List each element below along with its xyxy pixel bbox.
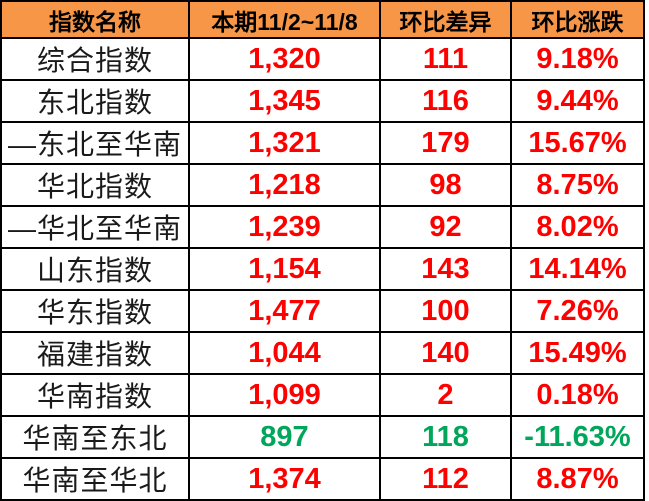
change-pct-cell: -11.63% xyxy=(510,415,645,459)
change-pct-cell: 7.26% xyxy=(510,289,645,333)
change-pct-cell: 15.49% xyxy=(510,331,645,375)
difference-cell: 2 xyxy=(379,373,512,417)
table-header: 指数名称 本期11/2~11/8 环比差异 环比涨跌 xyxy=(0,0,645,39)
table-row: 东北指数 1,345 116 9.44% xyxy=(0,79,645,123)
index-name-cell: —东北至华南 xyxy=(0,121,190,165)
index-name-cell: 东北指数 xyxy=(0,79,190,123)
table-row: —东北至华南 1,321 179 15.67% xyxy=(0,121,645,165)
difference-cell: 112 xyxy=(379,457,512,501)
table-row: 华北指数 1,218 98 8.75% xyxy=(0,163,645,207)
change-pct-cell: 8.75% xyxy=(510,163,645,207)
index-name-cell: —华北至华南 xyxy=(0,205,190,249)
table-row: —华北至华南 1,239 92 8.02% xyxy=(0,205,645,249)
difference-cell: 100 xyxy=(379,289,512,333)
difference-cell: 98 xyxy=(379,163,512,207)
current-value-cell: 1,320 xyxy=(188,37,381,81)
change-pct-cell: 9.44% xyxy=(510,79,645,123)
current-value-cell: 1,345 xyxy=(188,79,381,123)
change-pct-cell: 0.18% xyxy=(510,373,645,417)
table-row: 福建指数 1,044 140 15.49% xyxy=(0,331,645,375)
current-value-cell: 1,374 xyxy=(188,457,381,501)
current-value-cell: 1,477 xyxy=(188,289,381,333)
table-row: 山东指数 1,154 143 14.14% xyxy=(0,247,645,291)
change-pct-cell: 8.02% xyxy=(510,205,645,249)
table-row: 华南至华北 1,374 112 8.87% xyxy=(0,457,645,501)
index-name-cell: 综合指数 xyxy=(0,37,190,81)
difference-cell: 92 xyxy=(379,205,512,249)
difference-cell: 116 xyxy=(379,79,512,123)
change-pct-cell: 15.67% xyxy=(510,121,645,165)
table-body: 综合指数 1,320 111 9.18% 东北指数 1,345 116 9.44… xyxy=(0,37,645,501)
header-index-name: 指数名称 xyxy=(0,0,190,39)
current-value-cell: 1,321 xyxy=(188,121,381,165)
current-value-cell: 1,218 xyxy=(188,163,381,207)
current-value-cell: 1,239 xyxy=(188,205,381,249)
change-pct-cell: 8.87% xyxy=(510,457,645,501)
table-row: 综合指数 1,320 111 9.18% xyxy=(0,37,645,81)
index-name-cell: 山东指数 xyxy=(0,247,190,291)
current-value-cell: 897 xyxy=(188,415,381,459)
current-value-cell: 1,154 xyxy=(188,247,381,291)
difference-cell: 118 xyxy=(379,415,512,459)
index-name-cell: 华南至东北 xyxy=(0,415,190,459)
table-row: 华南指数 1,099 2 0.18% xyxy=(0,373,645,417)
difference-cell: 179 xyxy=(379,121,512,165)
index-name-cell: 华北指数 xyxy=(0,163,190,207)
header-current-period: 本期11/2~11/8 xyxy=(188,0,381,39)
difference-cell: 140 xyxy=(379,331,512,375)
table-row: 华南至东北 897 118 -11.63% xyxy=(0,415,645,459)
header-row: 指数名称 本期11/2~11/8 环比差异 环比涨跌 xyxy=(0,0,645,39)
current-value-cell: 1,099 xyxy=(188,373,381,417)
table-row: 华东指数 1,477 100 7.26% xyxy=(0,289,645,333)
header-mom-difference: 环比差异 xyxy=(379,0,512,39)
change-pct-cell: 9.18% xyxy=(510,37,645,81)
index-name-cell: 福建指数 xyxy=(0,331,190,375)
difference-cell: 143 xyxy=(379,247,512,291)
difference-cell: 111 xyxy=(379,37,512,81)
index-name-cell: 华南指数 xyxy=(0,373,190,417)
index-name-cell: 华东指数 xyxy=(0,289,190,333)
current-value-cell: 1,044 xyxy=(188,331,381,375)
header-mom-change: 环比涨跌 xyxy=(510,0,645,39)
index-name-cell: 华南至华北 xyxy=(0,457,190,501)
change-pct-cell: 14.14% xyxy=(510,247,645,291)
